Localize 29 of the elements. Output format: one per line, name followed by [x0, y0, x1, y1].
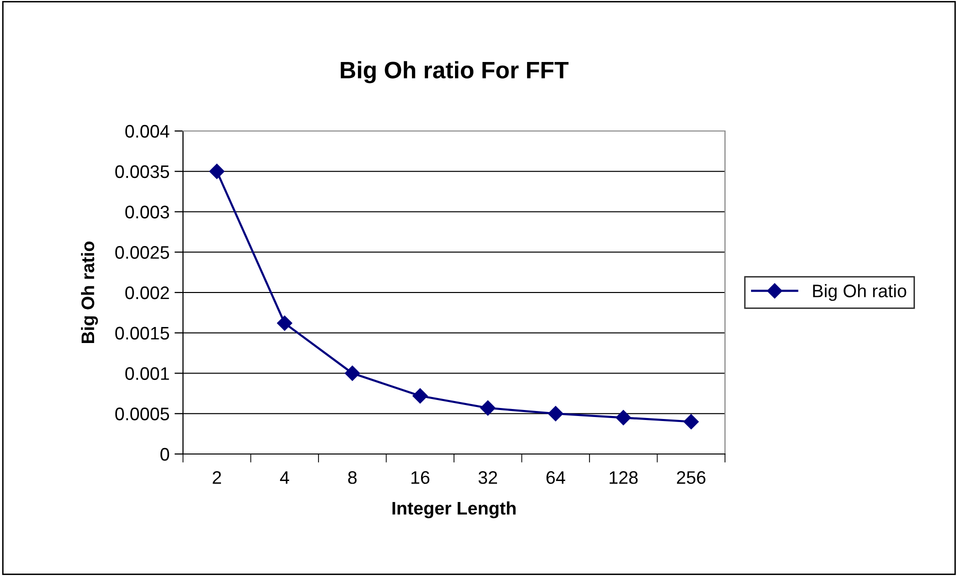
legend-label: Big Oh ratio — [813, 284, 906, 301]
point — [616, 410, 631, 426]
x-tick-label: 2 — [212, 471, 221, 484]
y-tick-label: 0 — [160, 448, 170, 461]
y-tick-label: 0.002 — [125, 286, 169, 300]
y-tick-label: 0.0035 — [115, 165, 170, 178]
y-tick-label: 0.0005 — [115, 408, 170, 420]
y-axis-title: Big Oh ratio — [81, 242, 98, 343]
point — [277, 316, 292, 331]
y-tick-label: 0.0025 — [115, 246, 170, 259]
chart-title: Big Oh ratio For FFT — [340, 61, 569, 84]
x-tick-label: 32 — [478, 471, 498, 484]
point — [412, 388, 428, 404]
y-tick-label: 0.0015 — [115, 326, 170, 340]
x-tick-label: 4 — [280, 471, 290, 484]
point — [480, 400, 496, 416]
point — [684, 414, 699, 430]
x-tick-label: 256 — [676, 471, 706, 484]
point — [344, 366, 360, 381]
y-tick-label: 0.001 — [125, 367, 169, 380]
x-tick-label: 16 — [411, 471, 430, 484]
y-tick-label: 0.004 — [125, 124, 170, 138]
x-tick-label: 128 — [610, 471, 638, 484]
x-tick-label: 8 — [348, 471, 357, 484]
point — [209, 164, 224, 179]
x-tick-label: 64 — [546, 471, 566, 484]
x-axis-title: Integer Length — [392, 501, 516, 518]
point — [548, 406, 564, 422]
y-tick-label: 0.003 — [125, 206, 170, 218]
